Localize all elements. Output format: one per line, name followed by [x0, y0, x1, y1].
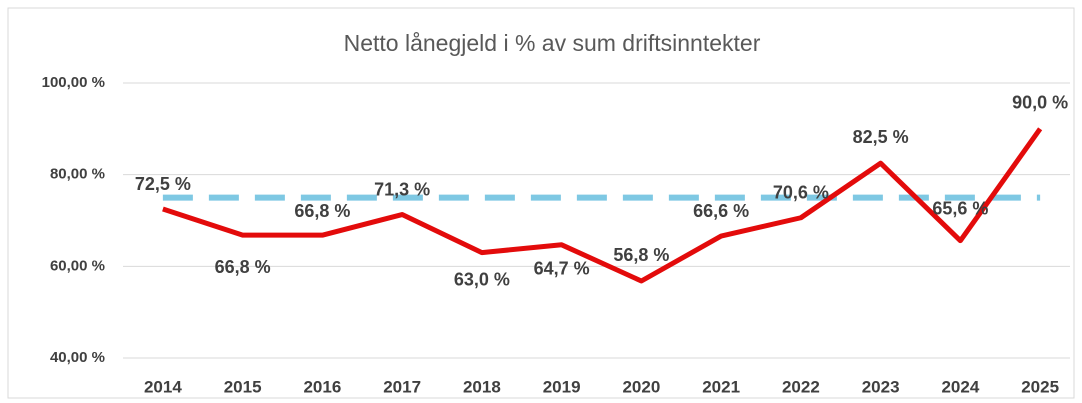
- data-label: 66,6 %: [693, 201, 749, 221]
- y-tick-label: 100,00 %: [42, 74, 105, 91]
- x-tick-label: 2019: [543, 377, 581, 396]
- data-label: 66,8 %: [215, 257, 271, 277]
- data-label: 82,5 %: [853, 127, 909, 147]
- x-tick-label: 2021: [702, 377, 740, 396]
- data-label: 71,3 %: [374, 179, 430, 199]
- x-tick-label: 2023: [862, 377, 900, 396]
- data-label: 65,6 %: [932, 198, 988, 218]
- data-label: 72,5 %: [135, 174, 191, 194]
- y-tick-label: 60,00 %: [50, 257, 105, 274]
- y-tick-label: 40,00 %: [50, 349, 105, 366]
- chart-frame: [7, 7, 1075, 399]
- x-tick-label: 2017: [383, 377, 421, 396]
- x-tick-label: 2020: [622, 377, 660, 396]
- x-tick-label: 2024: [941, 377, 979, 396]
- y-tick-label: 80,00 %: [50, 166, 105, 183]
- data-label: 66,8 %: [294, 201, 350, 221]
- line-series: [162, 127, 1043, 284]
- x-tick-label: 2025: [1021, 377, 1059, 396]
- x-tick-label: 2015: [224, 377, 262, 396]
- data-label: 64,7 %: [534, 259, 590, 279]
- x-tick-label: 2014: [144, 377, 182, 396]
- data-label: 90,0 %: [1012, 93, 1068, 113]
- x-tick-label: 2022: [782, 377, 820, 396]
- x-tick-label: 2018: [463, 377, 501, 396]
- data-label: 63,0 %: [454, 269, 510, 289]
- data-label: 56,8 %: [613, 245, 669, 265]
- data-label: 70,6 %: [773, 183, 829, 203]
- chart-title: Netto lånegjeld i % av sum driftsinntekt…: [344, 30, 761, 56]
- x-tick-label: 2016: [303, 377, 341, 396]
